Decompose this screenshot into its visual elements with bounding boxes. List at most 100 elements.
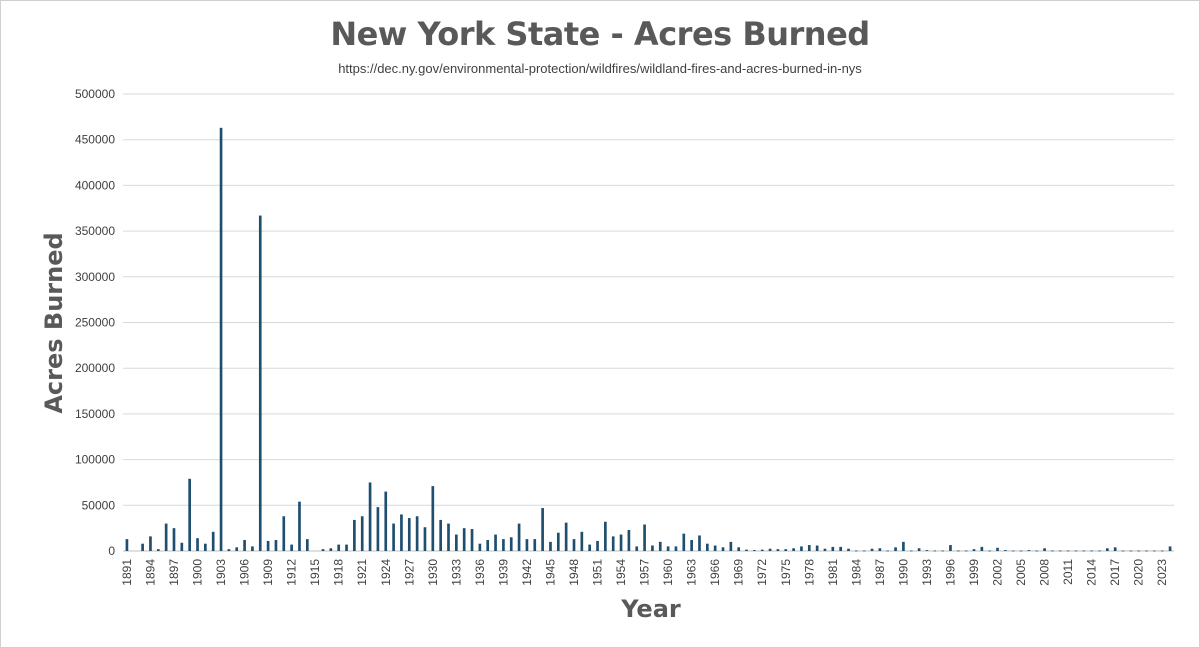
bar bbox=[549, 541, 552, 551]
bar bbox=[800, 546, 803, 551]
y-tick-label: 150000 bbox=[75, 407, 115, 421]
bar bbox=[902, 541, 905, 551]
bar bbox=[753, 550, 756, 551]
bar bbox=[996, 547, 999, 551]
y-tick-label: 500000 bbox=[75, 87, 115, 101]
x-tick-label: 1945 bbox=[543, 559, 557, 586]
bar bbox=[855, 550, 858, 552]
bar bbox=[141, 543, 144, 551]
bar bbox=[643, 524, 646, 551]
bar bbox=[329, 548, 333, 551]
bar bbox=[455, 534, 458, 551]
bar bbox=[1137, 550, 1141, 552]
y-tick-label: 400000 bbox=[75, 178, 115, 192]
x-tick-label: 1891 bbox=[120, 559, 134, 586]
bar bbox=[1106, 548, 1109, 551]
x-axis-ticks: 1891 1894 1897 1900 1903 1906 1909 1912 1915 1918… bbox=[120, 559, 1169, 586]
bar bbox=[164, 523, 168, 551]
bar bbox=[596, 540, 599, 551]
bar bbox=[541, 508, 544, 551]
bar bbox=[1043, 548, 1046, 551]
bar bbox=[556, 532, 560, 551]
x-tick-label: 1906 bbox=[238, 559, 252, 586]
bar bbox=[1168, 546, 1172, 551]
bar bbox=[666, 546, 670, 551]
bar bbox=[243, 540, 246, 551]
y-axis-ticks: 0 50000 100000 150000 200000 250000 300000 3500… bbox=[75, 87, 115, 558]
bar bbox=[815, 545, 819, 551]
x-tick-label: 1927 bbox=[402, 559, 416, 586]
bar bbox=[290, 544, 293, 551]
bar bbox=[502, 539, 505, 551]
bar bbox=[760, 549, 764, 551]
bar bbox=[627, 529, 631, 551]
y-tick-label: 0 bbox=[108, 544, 115, 558]
bar bbox=[376, 507, 380, 551]
bar bbox=[400, 514, 403, 551]
bar bbox=[784, 549, 788, 551]
bar bbox=[988, 550, 992, 552]
bar bbox=[180, 542, 184, 551]
bar bbox=[274, 540, 278, 551]
bar bbox=[564, 522, 568, 551]
bar bbox=[392, 523, 395, 551]
bar bbox=[470, 529, 474, 551]
bar bbox=[1058, 550, 1062, 552]
bar bbox=[439, 519, 442, 551]
bar bbox=[149, 536, 152, 551]
bar bbox=[588, 544, 592, 551]
y-axis-title: Acres Burned bbox=[40, 232, 68, 413]
bar bbox=[1153, 550, 1156, 552]
bar bbox=[941, 550, 944, 552]
bar bbox=[1113, 547, 1117, 551]
bar bbox=[713, 545, 717, 551]
bar bbox=[321, 549, 325, 551]
bar bbox=[156, 549, 160, 551]
bar bbox=[1129, 550, 1133, 552]
bar bbox=[980, 546, 984, 551]
bar bbox=[337, 544, 341, 551]
bar bbox=[447, 523, 450, 551]
bar bbox=[1121, 550, 1125, 552]
bar bbox=[368, 482, 372, 551]
y-tick-label: 100000 bbox=[75, 453, 115, 467]
bar bbox=[658, 541, 662, 551]
bar bbox=[572, 539, 576, 551]
bar bbox=[462, 528, 466, 551]
x-tick-label: 1921 bbox=[355, 559, 369, 586]
bar bbox=[251, 546, 254, 551]
bar bbox=[768, 548, 772, 551]
bar bbox=[690, 540, 693, 551]
bar bbox=[188, 478, 191, 551]
bar bbox=[258, 215, 262, 551]
bar bbox=[925, 550, 929, 551]
bar bbox=[219, 127, 223, 551]
bar bbox=[1066, 550, 1070, 552]
bar bbox=[737, 547, 741, 551]
bar bbox=[972, 549, 976, 551]
bar bbox=[745, 549, 748, 551]
bar bbox=[847, 548, 850, 551]
bar bbox=[705, 543, 709, 551]
x-tick-label: 2011 bbox=[1061, 559, 1075, 585]
bar bbox=[949, 545, 952, 551]
bar bbox=[494, 534, 497, 551]
bar bbox=[1027, 550, 1031, 551]
bar bbox=[1051, 550, 1054, 552]
gridlines bbox=[123, 93, 1174, 552]
bar bbox=[533, 539, 537, 551]
bar bbox=[619, 534, 623, 551]
bar bbox=[305, 539, 309, 551]
x-tick-label: 1969 bbox=[732, 559, 746, 586]
bar bbox=[204, 543, 207, 551]
bar bbox=[580, 531, 584, 551]
bar bbox=[870, 548, 874, 551]
x-tick-label: 1993 bbox=[920, 559, 934, 586]
bar bbox=[651, 545, 654, 551]
y-tick-label: 250000 bbox=[75, 316, 115, 330]
x-tick-label: 1987 bbox=[873, 559, 887, 586]
x-tick-label: 1933 bbox=[449, 559, 463, 586]
bar bbox=[1004, 550, 1007, 551]
bar-series bbox=[125, 127, 1172, 552]
x-tick-label: 1930 bbox=[426, 559, 440, 586]
